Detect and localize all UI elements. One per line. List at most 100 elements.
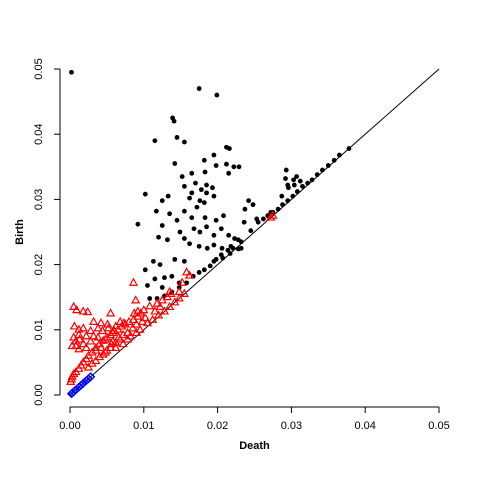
- data-point-circle: [181, 139, 187, 145]
- data-point-circle: [181, 258, 187, 264]
- data-point-triangle: [105, 342, 116, 352]
- data-point-circle: [294, 189, 300, 194]
- data-point-circle: [207, 263, 213, 269]
- data-point-circle: [202, 215, 208, 221]
- data-point-triangle: [266, 212, 276, 221]
- data-point-circle: [211, 232, 217, 238]
- data-point-triangle: [87, 347, 97, 356]
- data-point-circle: [218, 226, 224, 232]
- data-point-circle: [232, 236, 237, 241]
- data-point-circle: [242, 206, 248, 212]
- data-point-triangle: [162, 291, 173, 301]
- y-tick-label: 0.02: [33, 254, 45, 275]
- data-point-circle: [231, 164, 237, 170]
- y-tick-label: 0.00: [33, 384, 45, 405]
- data-point-circle: [162, 275, 167, 281]
- data-point-circle: [279, 193, 285, 199]
- data-point-triangle: [129, 308, 139, 317]
- data-point-triangle: [78, 323, 88, 332]
- data-point-triangle: [96, 342, 106, 352]
- data-point-circle: [204, 245, 210, 251]
- data-point-triangle: [118, 338, 128, 348]
- data-point-circle: [197, 229, 203, 235]
- data-point-triangle: [124, 316, 134, 325]
- data-point-circle: [219, 245, 225, 251]
- data-point-triangle: [136, 308, 146, 317]
- data-point-circle: [189, 215, 195, 221]
- data-point-triangle: [105, 308, 116, 317]
- x-tick-label: 0.01: [133, 420, 154, 432]
- y-tick-label: 0.05: [33, 58, 45, 79]
- data-point-circle: [319, 167, 325, 173]
- data-point-circle: [187, 195, 192, 201]
- data-point-circle: [331, 157, 337, 163]
- data-point-circle: [165, 193, 171, 199]
- data-point-circle: [159, 198, 165, 204]
- data-point-triangle: [148, 314, 158, 324]
- y-tick-label: 0.03: [33, 189, 45, 210]
- data-point-circle: [226, 170, 232, 176]
- data-point-circle: [211, 242, 217, 248]
- data-point-circle: [196, 243, 202, 249]
- data-point-diamond: [86, 372, 96, 382]
- data-point-triangle: [86, 336, 96, 345]
- data-point-triangle: [131, 295, 141, 304]
- data-point-triangle: [128, 314, 139, 324]
- y-tick-label: 0.04: [33, 123, 45, 144]
- data-point-circle: [255, 219, 261, 225]
- data-point-circle: [159, 223, 165, 228]
- data-point-circle: [202, 169, 208, 175]
- data-point-circle: [211, 258, 217, 264]
- data-point-triangle: [111, 321, 121, 330]
- data-point-triangle: [119, 318, 129, 327]
- data-point-circle: [156, 234, 161, 240]
- data-points: [66, 69, 352, 399]
- data-point-circle: [248, 228, 254, 234]
- data-point-circle: [297, 178, 303, 184]
- y-axis-title: Birth: [14, 219, 26, 245]
- data-point-triangle: [118, 329, 128, 339]
- x-tick-label: 0.00: [59, 420, 80, 432]
- data-point-triangle: [157, 295, 167, 304]
- data-point-circle: [286, 185, 291, 191]
- data-point-triangle: [111, 337, 121, 346]
- x-tick-label: 0.04: [354, 420, 375, 432]
- data-point-circle: [210, 185, 215, 191]
- data-point-triangle: [181, 267, 192, 276]
- data-point-circle: [235, 237, 241, 243]
- data-point-triangle: [128, 277, 139, 286]
- data-point-triangle: [153, 310, 164, 319]
- data-point-circle: [227, 146, 232, 151]
- data-point-triangle: [78, 338, 88, 348]
- data-point-triangle: [81, 331, 91, 340]
- data-point-circle: [172, 161, 178, 166]
- data-point-circle: [346, 146, 352, 151]
- data-point-circle: [191, 226, 197, 232]
- data-point-triangle: [105, 329, 116, 339]
- data-point-circle: [169, 273, 175, 279]
- data-point-circle: [224, 161, 229, 167]
- data-point-circle: [250, 202, 256, 208]
- data-point-triangle: [71, 336, 81, 345]
- diagonal-line: [69, 68, 440, 396]
- data-point-circle: [159, 285, 165, 290]
- data-point-circle: [309, 177, 315, 183]
- data-point-circle: [201, 267, 207, 273]
- data-point-circle: [285, 198, 291, 204]
- x-tick-label: 0.05: [428, 420, 449, 432]
- data-point-triangle: [140, 312, 150, 322]
- data-point-triangle: [78, 306, 88, 315]
- data-point-circle: [221, 213, 226, 219]
- data-point-triangle: [131, 319, 142, 328]
- data-point-triangle: [155, 301, 165, 310]
- data-point-circle: [189, 190, 195, 196]
- data-point-triangle: [128, 323, 138, 332]
- data-point-triangle: [159, 306, 170, 315]
- data-point-circle: [204, 182, 209, 188]
- data-point-triangle: [150, 306, 160, 315]
- data-point-triangle: [86, 325, 96, 335]
- data-point-triangle: [137, 316, 147, 325]
- data-point-triangle: [81, 353, 91, 363]
- data-point-triangle: [66, 376, 76, 385]
- data-point-triangle: [96, 318, 106, 327]
